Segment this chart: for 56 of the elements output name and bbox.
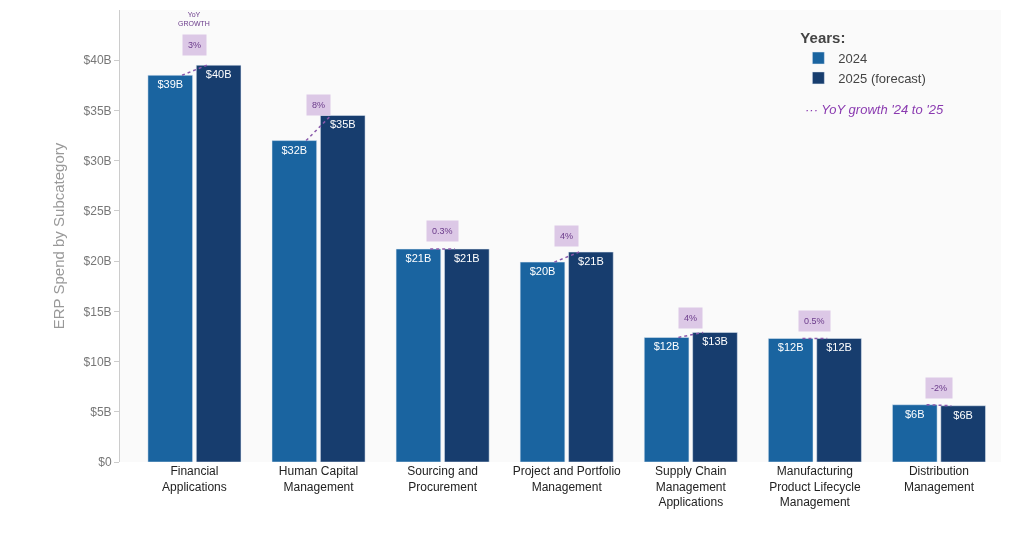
y-tick-label: $0 <box>98 455 112 470</box>
bar <box>768 338 814 462</box>
bar <box>147 75 193 462</box>
data-label: $39B <box>157 78 184 91</box>
bar <box>692 332 738 462</box>
bar <box>196 64 242 462</box>
x-tick-label: Project and Portfolio Management <box>512 464 622 494</box>
annotation: 0.3% <box>432 226 453 236</box>
y-tick-label: $35B <box>83 103 112 118</box>
annotation: 0.5% <box>804 316 825 326</box>
bar <box>892 404 938 462</box>
bar <box>940 405 986 462</box>
x-tick-label: Human Capital Management <box>278 464 359 494</box>
y-tick-label: $10B <box>83 354 112 369</box>
data-label: $40B <box>205 68 232 81</box>
legend-title: Years: <box>800 29 846 47</box>
data-label: $13B <box>702 335 728 348</box>
y-tick-label: $40B <box>83 53 112 68</box>
annotation: -2% <box>931 383 948 393</box>
annotation: 8% <box>312 100 326 110</box>
bar <box>395 248 442 462</box>
y-tick-label: $5B <box>90 404 112 419</box>
legend-label: 2024 <box>838 51 868 67</box>
data-label: $6B <box>904 407 925 420</box>
legend-label: 2025 (forecast) <box>838 70 926 86</box>
y-axis-title: ERP Spend by Subcategory <box>49 142 67 330</box>
annotation: 4% <box>560 231 574 241</box>
data-label: $20B <box>529 265 556 278</box>
data-label: $12B <box>826 341 852 354</box>
x-tick-label: Supply Chain Management Applications <box>655 464 727 510</box>
data-label: $21B <box>453 252 480 265</box>
annotation: ··· YoY growth '24 to '25 <box>805 102 944 117</box>
bar <box>519 261 566 462</box>
annotation: 4% <box>684 313 698 323</box>
x-tick-label: Financial Applications <box>162 464 227 494</box>
x-tick-label: Manufacturing Product Lifecycle Management <box>769 464 861 510</box>
bar <box>271 140 317 462</box>
bar <box>816 338 862 462</box>
y-tick-label: $25B <box>83 204 112 219</box>
bar <box>444 248 490 462</box>
bar <box>568 251 614 462</box>
annotation: 3% <box>188 40 202 50</box>
data-label: $6B <box>953 408 973 421</box>
bar <box>644 337 690 462</box>
x-tick-label: Sourcing and Procurement <box>407 464 478 494</box>
data-label: $21B <box>578 255 604 268</box>
y-tick-label: $20B <box>83 254 112 269</box>
data-label: $12B <box>777 341 804 354</box>
y-tick-label: $15B <box>83 304 112 319</box>
data-label: $21B <box>405 252 432 265</box>
data-label: $35B <box>329 118 356 131</box>
data-label: $32B <box>281 143 308 156</box>
x-tick-label: Distribution Management <box>903 464 975 494</box>
y-tick-label: $30B <box>83 153 112 168</box>
bar <box>320 115 366 462</box>
data-label: $12B <box>653 340 680 353</box>
